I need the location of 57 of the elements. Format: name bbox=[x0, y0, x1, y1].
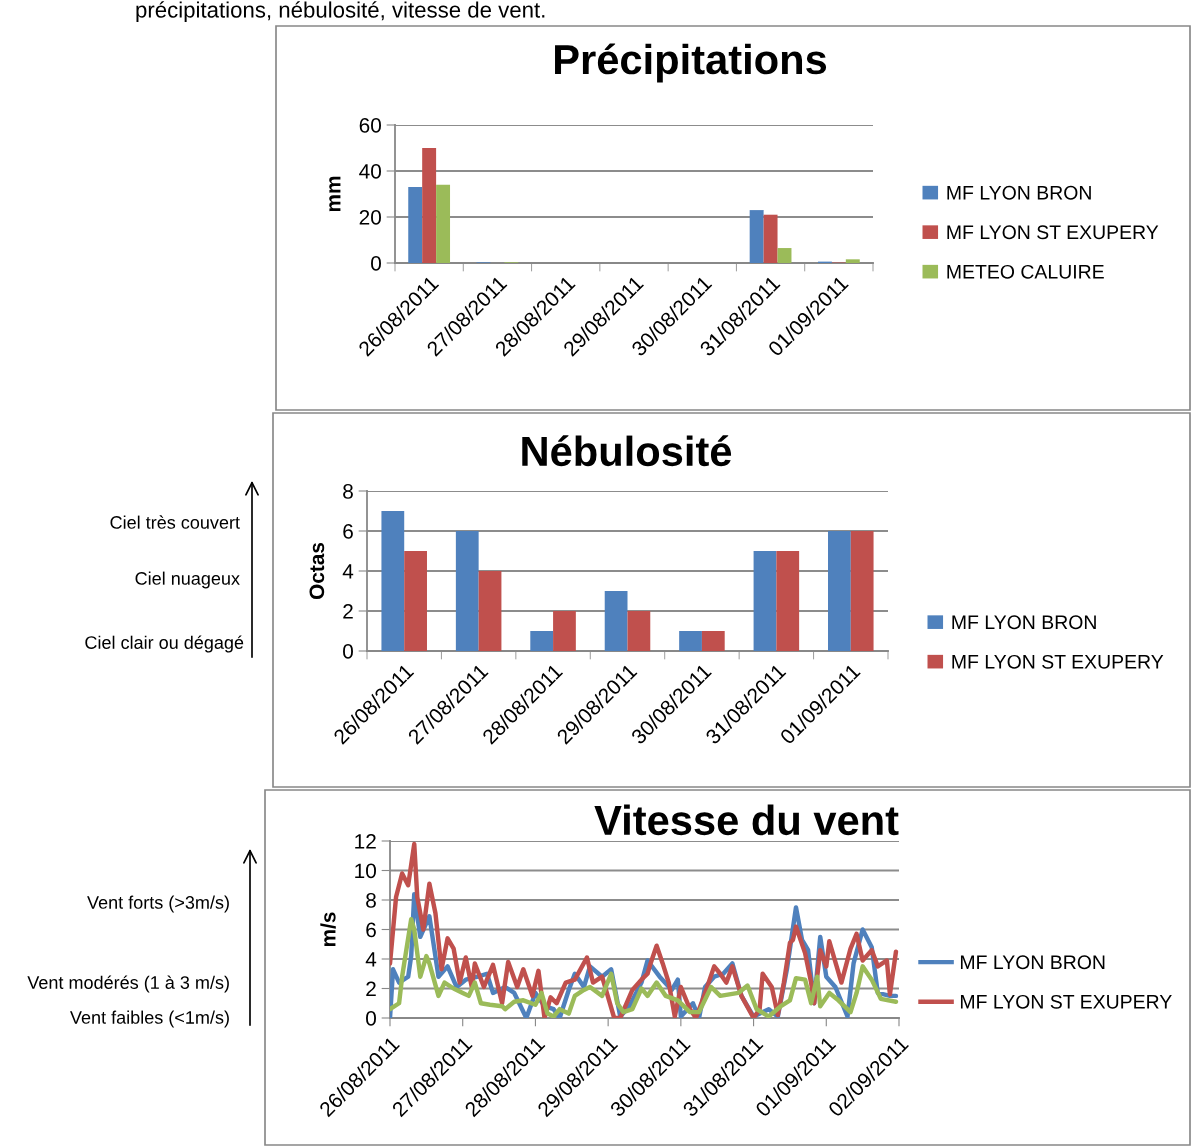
legend-label: MF LYON BRON bbox=[952, 615, 1096, 630]
chart-title: Nébulosité bbox=[522, 435, 732, 467]
y-tick-label: 12 bbox=[355, 834, 376, 849]
y-tick-label: 2 bbox=[343, 604, 353, 619]
y-tick-label: 0 bbox=[371, 256, 381, 271]
legend-label: MF LYON ST EXUPERY bbox=[960, 994, 1172, 1009]
y-axis-title: m/s bbox=[320, 912, 336, 947]
bar bbox=[763, 214, 778, 263]
legend-label: MF LYON BRON bbox=[947, 185, 1091, 200]
y-tick-label: 40 bbox=[359, 164, 381, 179]
y-tick-label: 4 bbox=[365, 952, 377, 967]
text: Vent modérés (1 à 3 m/s) bbox=[27, 975, 229, 993]
legend-label: MF LYON ST EXUPERY bbox=[947, 225, 1159, 240]
bar bbox=[422, 148, 437, 263]
bar bbox=[749, 210, 764, 263]
bar bbox=[436, 184, 451, 263]
bar bbox=[408, 187, 423, 263]
bar bbox=[828, 531, 851, 651]
bar bbox=[404, 551, 427, 651]
y-tick-label: 6 bbox=[366, 922, 376, 938]
legend-label: MF LYON ST EXUPERY bbox=[952, 654, 1164, 669]
y-tick-label: 10 bbox=[355, 863, 376, 879]
bar bbox=[753, 551, 777, 651]
y-tick-label: 8 bbox=[343, 484, 353, 499]
bar bbox=[679, 631, 702, 651]
bar bbox=[604, 591, 628, 651]
bar bbox=[553, 611, 576, 651]
y-tick-label: 60 bbox=[359, 118, 381, 133]
bar bbox=[478, 571, 502, 651]
bar bbox=[845, 259, 860, 263]
text: Vent faibles (<1m/s) bbox=[70, 1010, 229, 1028]
y-tick-label: 0 bbox=[343, 644, 353, 659]
y-axis-title: Octas bbox=[309, 542, 325, 600]
y-tick-label: 2 bbox=[366, 981, 376, 997]
y-axis-title: mm bbox=[329, 176, 341, 212]
bar bbox=[381, 511, 405, 651]
text: Ciel très couvert bbox=[110, 515, 240, 529]
y-tick-label: 20 bbox=[359, 210, 381, 225]
text: Ciel clair ou dégagé bbox=[85, 635, 244, 653]
bar bbox=[850, 531, 874, 651]
bar bbox=[701, 631, 725, 651]
legend-label: METEO CALUIRE bbox=[947, 264, 1104, 279]
text: précipitations, nébulosité, vitesse de vent. bbox=[136, 1, 545, 23]
y-tick-label: 8 bbox=[366, 893, 376, 908]
y-tick-label: 4 bbox=[342, 564, 354, 579]
y-tick-label: 6 bbox=[343, 524, 353, 539]
bar bbox=[455, 531, 479, 651]
bar bbox=[777, 248, 792, 263]
text: Vent forts (>3m/s) bbox=[87, 895, 229, 913]
y-tick-label: 0 bbox=[366, 1011, 376, 1026]
chart-title: Vitesse du vent bbox=[594, 804, 899, 836]
chart-title: Précipitations bbox=[555, 43, 827, 83]
text: Ciel nuageux bbox=[135, 571, 240, 589]
bar bbox=[776, 551, 800, 651]
legend-label: MF LYON BRON bbox=[960, 955, 1105, 970]
bar bbox=[530, 631, 554, 651]
bar bbox=[627, 611, 651, 651]
